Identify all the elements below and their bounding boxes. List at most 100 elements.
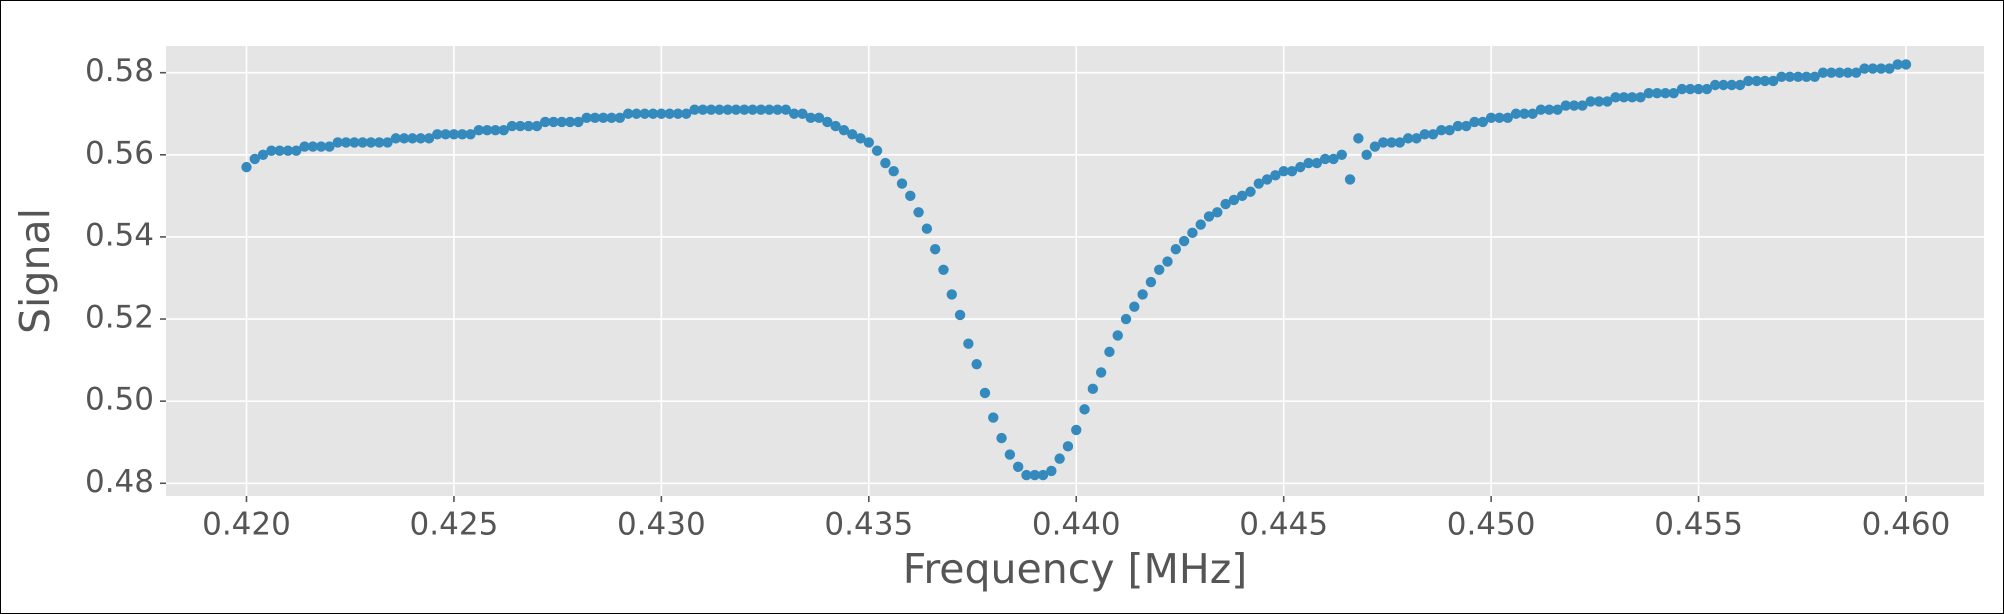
data-point	[1303, 157, 1314, 169]
x-tick-label: 0.445	[1239, 507, 1328, 543]
data-point	[1095, 367, 1107, 378]
data-point	[1004, 449, 1016, 460]
x-tick-label: 0.450	[1447, 507, 1536, 543]
data-point	[622, 108, 634, 119]
data-point	[863, 137, 875, 148]
data-point	[581, 112, 592, 124]
data-point	[1842, 67, 1854, 78]
data-point	[1261, 174, 1273, 185]
y-tick-label: 0.48	[85, 464, 154, 500]
data-point	[764, 104, 775, 115]
data-point	[1734, 79, 1746, 91]
data-point	[1046, 465, 1057, 477]
data-point	[556, 116, 567, 128]
data-point	[996, 432, 1007, 444]
data-point	[307, 141, 319, 152]
data-point	[1626, 92, 1638, 103]
data-point	[1552, 104, 1563, 115]
data-point	[938, 264, 949, 275]
data-point	[1037, 469, 1049, 481]
data-point	[324, 141, 335, 152]
data-point	[1751, 75, 1762, 87]
data-point	[929, 244, 941, 255]
data-point	[1120, 313, 1132, 325]
data-point	[1784, 71, 1796, 82]
data-point	[1386, 137, 1397, 148]
data-point	[440, 129, 451, 140]
data-point	[1112, 330, 1123, 341]
data-point	[1502, 112, 1513, 124]
data-point	[1792, 71, 1804, 82]
data-point	[1129, 301, 1140, 312]
data-point	[1079, 404, 1090, 415]
data-point	[357, 137, 368, 148]
data-point	[639, 108, 650, 119]
data-point	[631, 108, 642, 119]
data-point	[1319, 153, 1331, 165]
plot-area	[166, 46, 1984, 496]
data-point	[1461, 120, 1472, 132]
data-point	[274, 145, 285, 156]
data-point	[1145, 276, 1157, 288]
data-point	[647, 108, 659, 119]
data-point	[1527, 108, 1538, 119]
data-point	[1494, 112, 1505, 124]
data-point	[539, 116, 551, 128]
data-point	[1029, 469, 1040, 481]
data-point	[1286, 166, 1298, 177]
data-point	[340, 137, 352, 148]
data-point	[664, 108, 675, 119]
data-point	[1709, 79, 1721, 91]
data-point	[1859, 63, 1870, 74]
data-point	[1892, 59, 1903, 70]
data-point	[490, 124, 501, 136]
data-point	[979, 387, 991, 399]
data-point	[1071, 424, 1082, 436]
data-point	[1867, 63, 1879, 74]
data-point	[805, 112, 816, 124]
data-point	[1834, 67, 1845, 78]
data-point	[1884, 63, 1895, 74]
data-point	[1154, 264, 1165, 275]
data-point	[1668, 88, 1679, 99]
data-point	[813, 112, 825, 124]
data-point	[531, 120, 543, 132]
data-point	[589, 112, 601, 124]
data-point	[697, 104, 709, 115]
data-point	[573, 116, 584, 128]
data-point	[1718, 79, 1729, 91]
data-point	[1245, 186, 1256, 197]
data-point	[739, 104, 750, 115]
data-point	[1336, 149, 1347, 161]
data-point	[747, 104, 758, 115]
x-tick-label: 0.460	[1862, 507, 1951, 543]
data-point	[299, 141, 310, 152]
data-point	[1560, 100, 1572, 111]
data-point	[755, 104, 767, 115]
data-point	[1452, 120, 1464, 132]
data-point	[1568, 100, 1580, 111]
data-point	[1593, 96, 1605, 107]
data-point	[880, 157, 891, 169]
data-point	[888, 166, 899, 177]
data-point	[1402, 133, 1414, 144]
y-tick-label: 0.50	[85, 382, 154, 418]
data-point	[896, 178, 908, 189]
data-point	[1544, 104, 1555, 115]
data-point	[1643, 88, 1654, 99]
data-point	[1875, 63, 1887, 74]
data-point	[1236, 190, 1248, 202]
data-point	[1519, 108, 1530, 119]
data-point	[1776, 71, 1787, 82]
data-point	[913, 207, 924, 218]
data-point	[1344, 174, 1356, 185]
x-tick-label: 0.425	[410, 507, 499, 543]
data-point	[1195, 219, 1206, 230]
data-point	[1693, 83, 1704, 95]
data-point	[838, 124, 850, 136]
data-point	[722, 104, 733, 115]
data-point	[1851, 67, 1862, 78]
data-point	[1900, 59, 1912, 70]
data-point	[1295, 161, 1306, 173]
